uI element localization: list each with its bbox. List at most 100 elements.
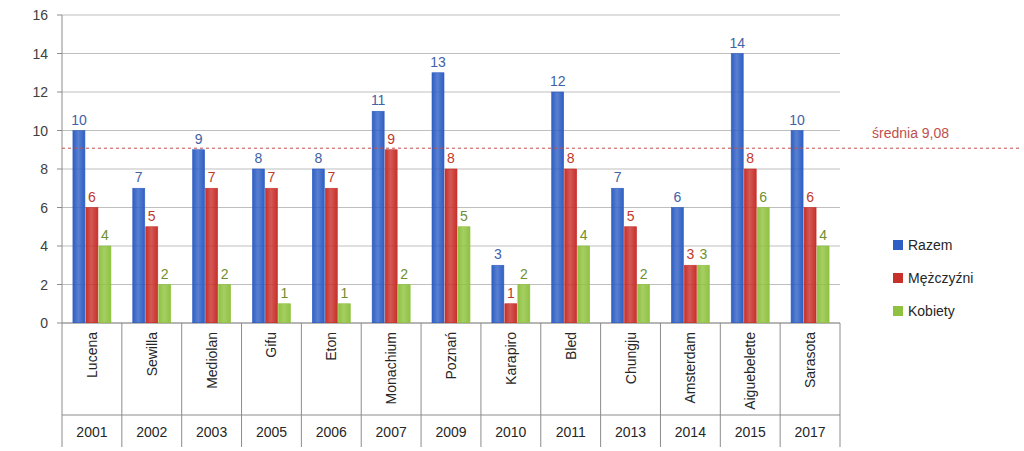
plot-area (73, 54, 829, 324)
bar (325, 188, 337, 323)
data-label: 1 (340, 285, 348, 301)
data-label: 2 (520, 266, 528, 282)
category-label: Gifu (263, 332, 279, 358)
category-year: 2011 (556, 424, 586, 440)
tick-label: 10 (32, 123, 48, 139)
data-label: 6 (88, 189, 96, 205)
data-label: 7 (135, 169, 143, 185)
bar (458, 227, 470, 323)
bar (684, 265, 696, 323)
tick-label: 0 (40, 315, 48, 331)
data-label: 5 (148, 208, 156, 224)
bar (731, 54, 743, 324)
data-label: 6 (759, 189, 767, 205)
bar (804, 208, 816, 324)
bar (219, 285, 231, 324)
category-separator (540, 323, 541, 447)
category-year: 2007 (376, 424, 407, 440)
bar (338, 304, 350, 323)
legend-label: Mężczyźni (908, 270, 973, 286)
tick-label: 8 (40, 161, 48, 177)
data-label: 1 (281, 285, 289, 301)
data-label: 12 (550, 73, 566, 89)
category-label: Monachium (383, 332, 399, 404)
category-label: Eton (323, 332, 339, 361)
category-label: Lucena (84, 332, 100, 378)
tick-mark (57, 130, 62, 131)
category-separator (62, 415, 840, 416)
tick-mark (57, 284, 62, 285)
data-label: 7 (614, 169, 622, 185)
bar (697, 265, 709, 323)
category-year: 2013 (615, 424, 646, 440)
data-label: 10 (71, 112, 87, 128)
tick-mark (57, 92, 62, 93)
tick-label: 16 (32, 7, 48, 23)
bar (73, 131, 85, 324)
grid-line (62, 92, 840, 93)
category-separator (62, 323, 63, 447)
bar (791, 131, 803, 324)
data-label: 4 (580, 227, 588, 243)
tick-mark (57, 15, 62, 16)
bar (505, 304, 517, 323)
category-label: Sewilla (144, 332, 160, 377)
tick-mark (57, 246, 62, 247)
data-label: 2 (400, 266, 408, 282)
data-label: 6 (806, 189, 814, 205)
y-axis (62, 15, 63, 323)
category-separator (660, 323, 661, 447)
bar (671, 208, 683, 324)
data-label: 2 (221, 266, 229, 282)
data-label: 8 (447, 150, 455, 166)
data-label: 7 (327, 169, 335, 185)
bar (518, 285, 530, 324)
category-label: Mediolan (204, 332, 220, 389)
bar (206, 188, 218, 323)
category-separator (720, 323, 721, 447)
category-year: 2017 (794, 424, 825, 440)
category-year: 2006 (316, 424, 347, 440)
bar (492, 265, 504, 323)
category-separator (301, 323, 302, 447)
data-label: 1 (507, 285, 515, 301)
bar (133, 188, 145, 323)
category-separator (121, 323, 122, 447)
data-label: 10 (789, 112, 805, 128)
bar (398, 285, 410, 324)
category-separator (780, 323, 781, 447)
bar (757, 208, 769, 324)
bar (578, 246, 590, 323)
grid-line (62, 15, 840, 16)
category-separator (600, 323, 601, 447)
data-label: 3 (494, 246, 502, 262)
category-separator (480, 323, 481, 447)
bar (252, 169, 264, 323)
tick-label: 6 (40, 200, 48, 216)
data-label: 9 (195, 131, 203, 147)
annotation-label: średnia 9,08 (872, 125, 949, 141)
legend-swatch (893, 306, 903, 316)
data-label: 3 (686, 246, 694, 262)
data-label: 8 (567, 150, 575, 166)
bar (312, 169, 324, 323)
tick-label: 12 (32, 84, 48, 100)
bar (146, 227, 158, 323)
category-separator (840, 323, 841, 447)
data-label: 8 (746, 150, 754, 166)
data-label: 8 (314, 150, 322, 166)
legend-swatch (893, 240, 903, 250)
category-year: 2014 (675, 424, 706, 440)
category-label: Chungju (623, 332, 639, 384)
category-label: Aiguebelette (742, 332, 758, 410)
bar (552, 92, 564, 323)
bar (278, 304, 290, 323)
data-label: 14 (729, 35, 745, 51)
bar (385, 150, 397, 323)
legend-label: Razem (908, 237, 952, 253)
category-separator (241, 323, 242, 447)
category-year: 2003 (196, 424, 227, 440)
bar (445, 169, 457, 323)
data-label: 3 (699, 246, 707, 262)
bar (99, 246, 111, 323)
